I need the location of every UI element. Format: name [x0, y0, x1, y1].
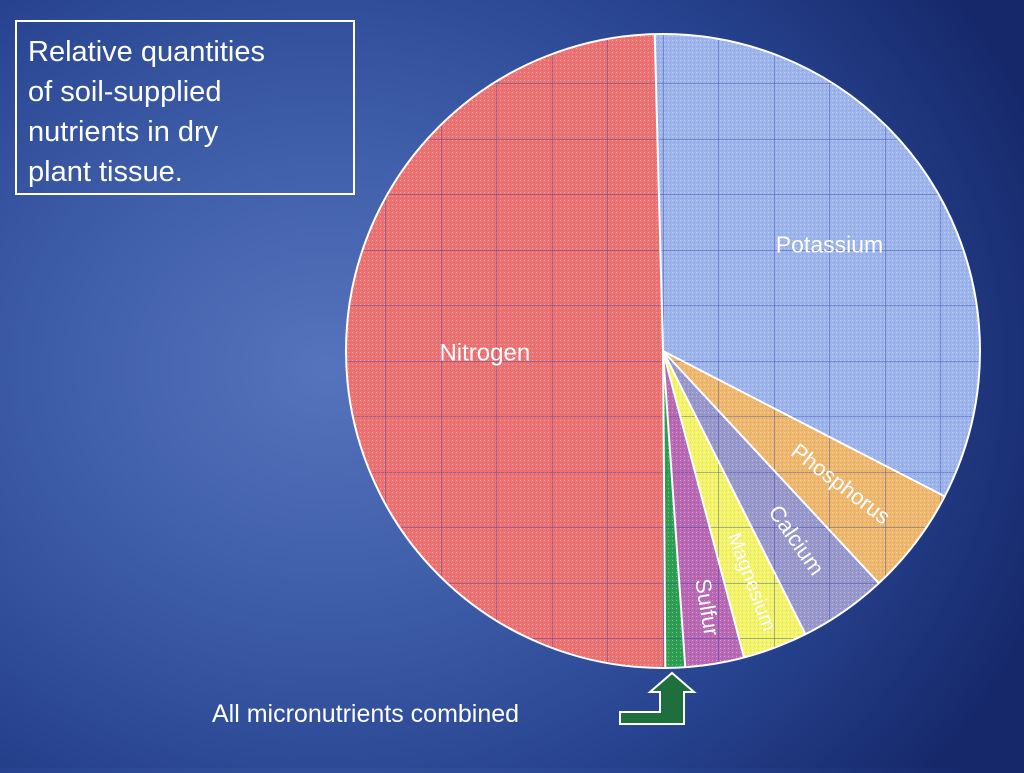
title-line-3: nutrients in dry	[28, 116, 219, 148]
micronutrients-arrow	[619, 671, 697, 725]
slice-divider	[662, 350, 946, 498]
slice-divider	[662, 350, 746, 658]
slice-label-nitrogen: Nitrogen	[439, 340, 530, 367]
slice-dividers	[653, 34, 946, 668]
slice-divider	[662, 350, 687, 668]
slice-divider	[662, 350, 807, 635]
slice-divider	[653, 34, 664, 352]
slice-divider	[662, 350, 880, 584]
title-line-1: Relative quantities	[28, 36, 265, 68]
slice-divider	[662, 350, 667, 668]
micronutrients-label: All micronutrients combined	[212, 700, 520, 728]
pie-outline	[345, 33, 981, 669]
slice-label-potassium: Potassium	[776, 232, 883, 258]
title-line-2: of soil-supplied	[28, 76, 222, 108]
title-line-4: plant tissue.	[28, 156, 183, 188]
chart-title-box: Relative quantities of soil-supplied nut…	[15, 20, 355, 195]
